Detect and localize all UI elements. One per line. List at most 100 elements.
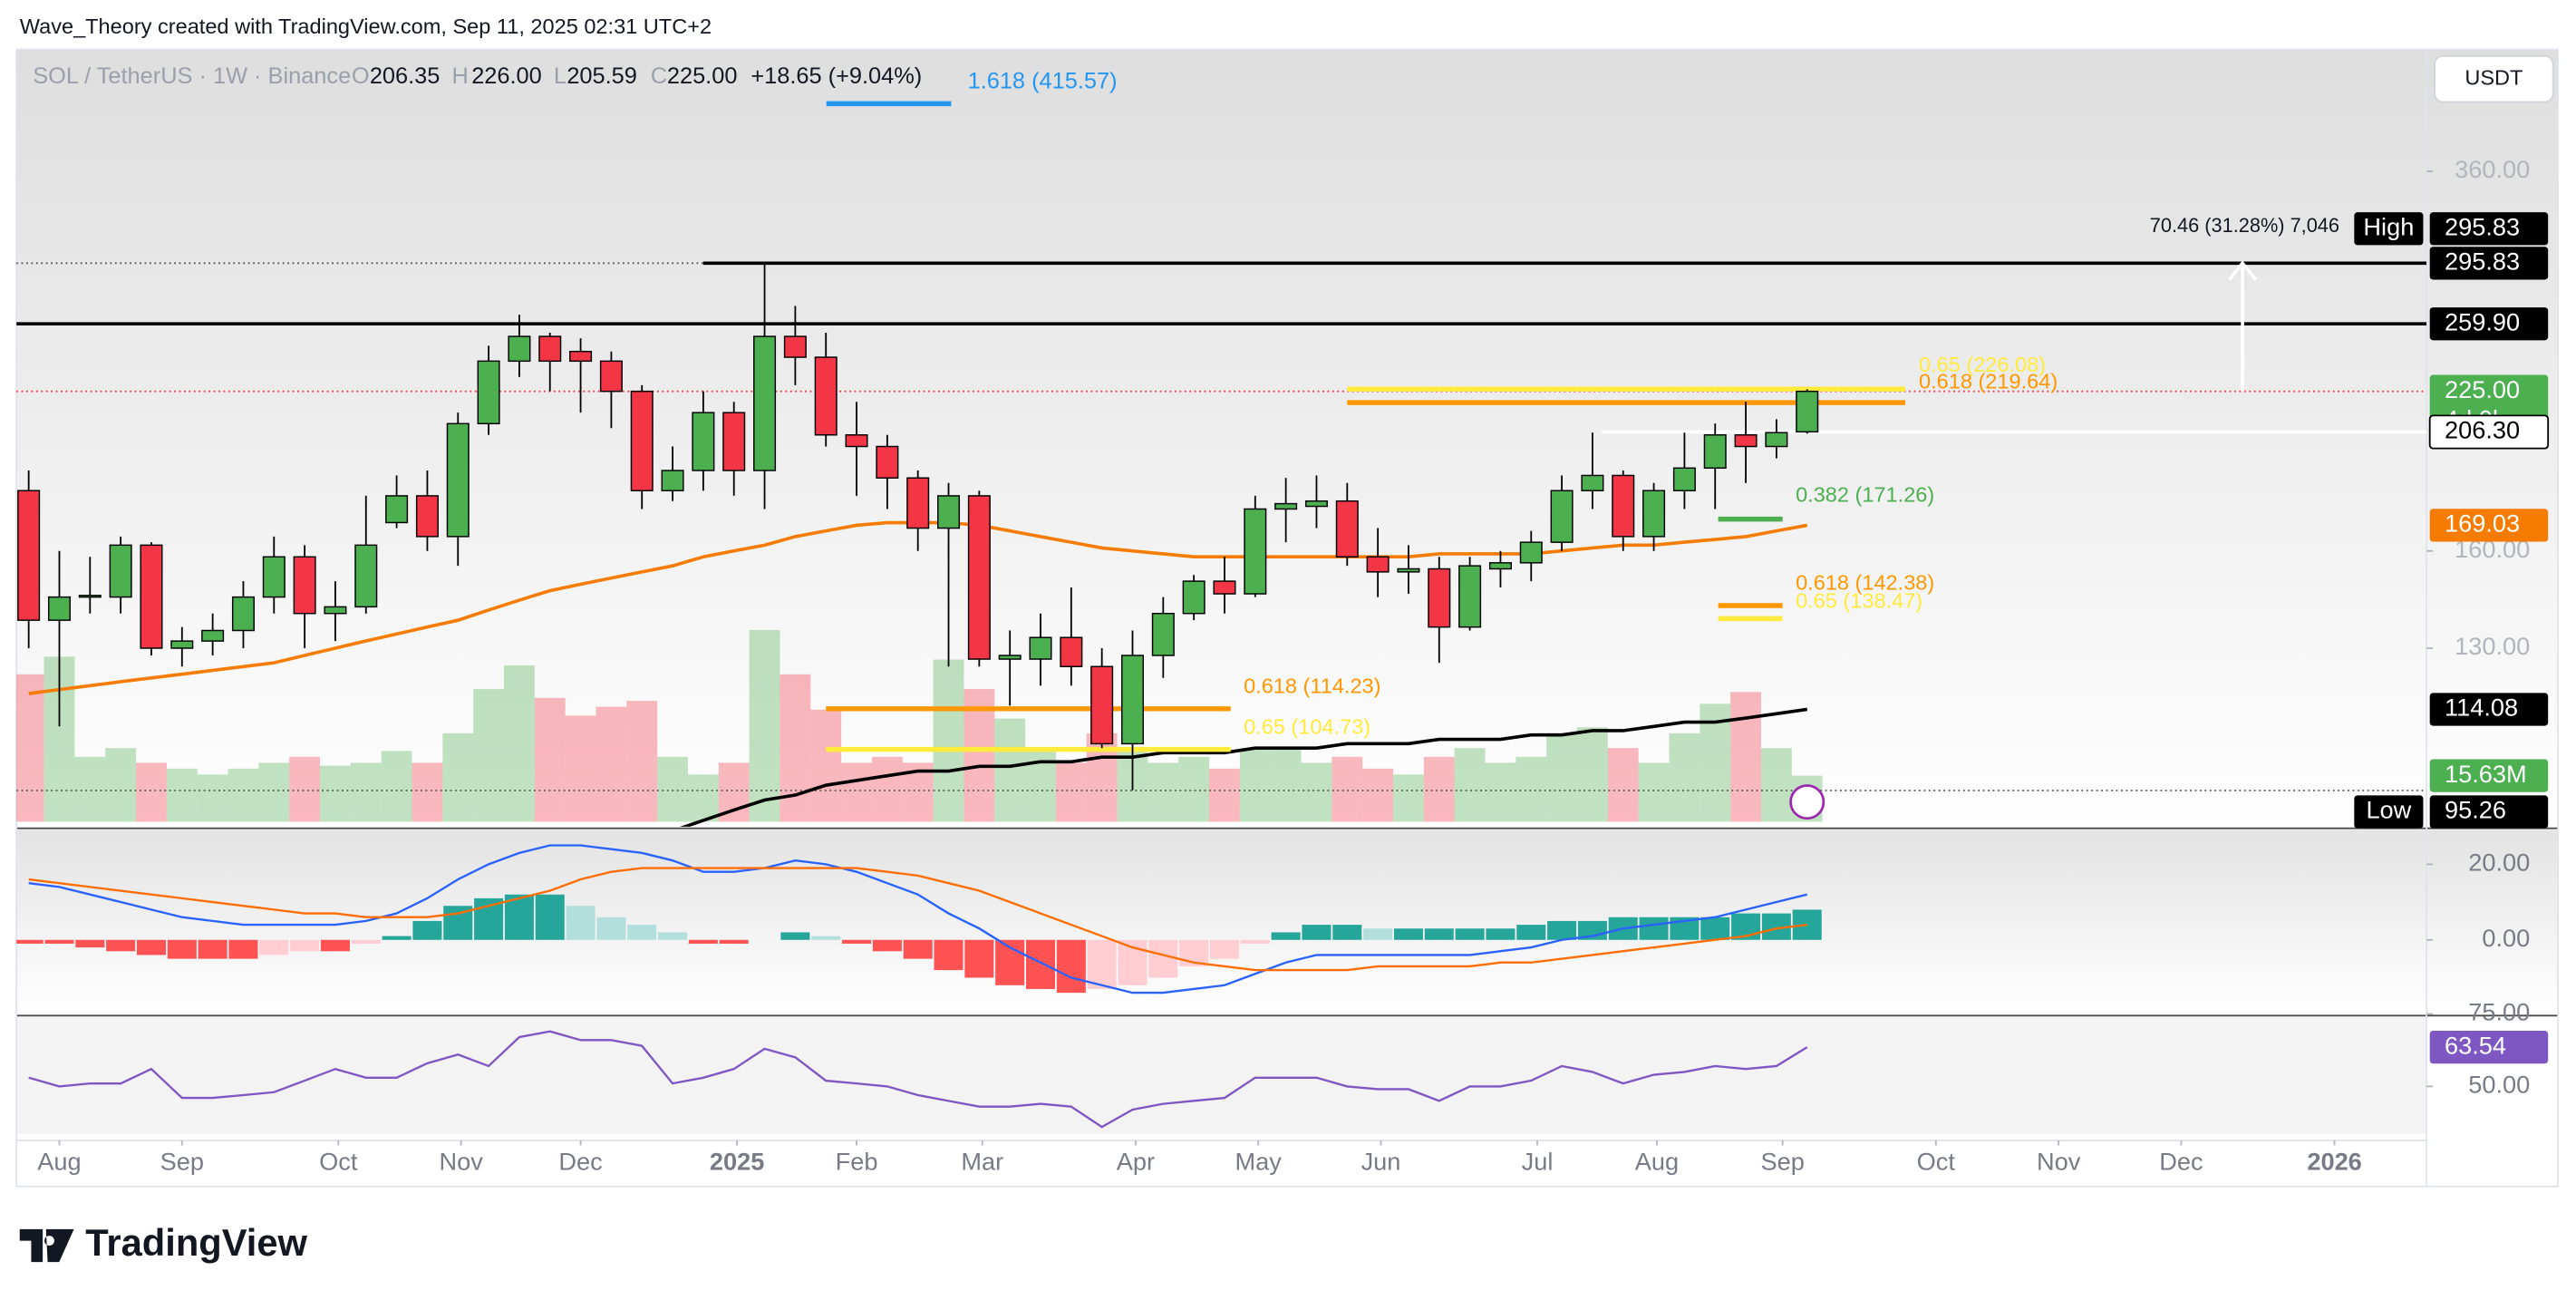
candle-body: [231, 596, 255, 632]
volume-bar: [994, 718, 1026, 822]
x-tick-label: Feb: [836, 1148, 878, 1176]
macd-histogram-bar: [627, 925, 657, 940]
price-label: 259.90: [2445, 307, 2520, 335]
volume-bar: [228, 768, 259, 822]
y-tick-label: 360.00: [2455, 155, 2530, 183]
fib-label: 0.618 (114.23): [1244, 674, 1380, 697]
candle-body: [845, 434, 868, 448]
macd-histogram-bar: [1025, 939, 1056, 989]
currency-button[interactable]: [2434, 54, 2554, 103]
candle-body: [354, 544, 378, 608]
macd-histogram-bar: [934, 939, 964, 971]
price-label-box: [2429, 307, 2549, 341]
candle-body: [1519, 541, 1543, 564]
alert-icon: [1789, 784, 1825, 820]
measure-label: 70.46 (31.28%) 7,046: [2150, 214, 2339, 237]
price-label-box: [2429, 795, 2549, 829]
candle-body: [17, 490, 41, 621]
volume-bar: [381, 751, 412, 822]
x-tick-label: 2026: [2307, 1148, 2361, 1176]
macd-plot: [16, 844, 1822, 994]
candle-body: [140, 544, 163, 649]
candle-body: [1734, 434, 1758, 448]
main-plot: 0.65 (226.08)0.618 (219.64) 0.382 (171.26…: [16, 260, 2427, 827]
macd-histogram-bar: [596, 917, 626, 940]
volume-bar: [412, 762, 443, 822]
macd-histogram-bar: [44, 939, 74, 944]
candle-body: [783, 335, 807, 358]
candle-body: [876, 445, 899, 479]
logo-icon: [19, 1228, 74, 1263]
volume-bar: [841, 762, 872, 822]
legend-open: 206.35: [370, 63, 441, 89]
volume-bar: [504, 665, 535, 822]
candle-body: [1581, 474, 1604, 491]
volume-bar: [1025, 748, 1056, 822]
fib-label: 0.65 (138.47): [1796, 588, 1922, 612]
volume-bar: [320, 765, 351, 822]
macd-histogram-bar: [1516, 925, 1546, 940]
candle-body: [1060, 636, 1083, 667]
macd-histogram-bar: [228, 939, 258, 959]
candle-body: [569, 350, 593, 363]
volume-bar: [1209, 768, 1240, 822]
macd-histogram-bar: [658, 932, 688, 940]
candle-body: [967, 495, 991, 660]
volume-bar: [289, 756, 321, 822]
macd-histogram-bar: [1056, 939, 1086, 994]
candle-body: [201, 629, 225, 642]
macd-histogram-bar: [964, 939, 994, 978]
volume-bar: [1301, 762, 1332, 822]
moving-average: [680, 707, 1808, 827]
price-tag: High: [2363, 212, 2414, 240]
currency[interactable]: USDT: [2465, 65, 2523, 89]
price-label-box: [2429, 509, 2549, 542]
volume-bar: [473, 689, 505, 822]
volume-bar: [1454, 748, 1486, 822]
macd-histogram-bar: [1393, 928, 1423, 940]
candle-body: [1366, 556, 1390, 573]
volume-bar: [197, 774, 228, 822]
price-label: 169.03: [2445, 509, 2520, 538]
x-tick-label: Jun: [1361, 1148, 1401, 1176]
macd-tick-label: 20.00: [2468, 849, 2530, 877]
legend-key: L: [554, 63, 567, 89]
volume-bar: [258, 762, 290, 822]
x-tick-label: Sep: [1760, 1148, 1804, 1176]
fib-label: 0.618 (142.38): [1796, 571, 1934, 595]
macd-histogram-bar: [688, 939, 718, 944]
candle-body: [47, 596, 71, 621]
rsi-label: 63.54: [2445, 1031, 2506, 1059]
macd-pane: [16, 829, 2559, 1014]
candle-body: [692, 412, 715, 471]
rsi-background: [16, 1017, 2427, 1134]
volume-bar: [136, 762, 167, 822]
macd-tick-label: 0.00: [2482, 924, 2530, 952]
candle-body: [1458, 565, 1482, 628]
candle-body: [1488, 562, 1512, 570]
x-tick-label: Nov: [2037, 1148, 2081, 1176]
macd-histogram-bar: [1087, 939, 1117, 989]
signal-line: [28, 867, 1807, 972]
macd-histogram-bar: [1486, 928, 1516, 940]
volume-bar: [1546, 732, 1578, 822]
macd-histogram-bar: [535, 894, 565, 940]
volume-bar: [1669, 732, 1700, 822]
candle-body: [1796, 390, 1819, 433]
candle-body: [814, 356, 838, 436]
candle-body: [1304, 500, 1328, 508]
brand: TradingView: [85, 1221, 307, 1264]
candle-body: [538, 335, 562, 363]
candle-body: [415, 495, 439, 538]
fib-label: 0.65 (104.73): [1244, 714, 1370, 738]
macd-histogram-bar: [1332, 925, 1362, 940]
price-label-box: [2429, 212, 2549, 246]
extension-label: 1.618 (415.57): [968, 68, 1118, 93]
price-tag-box: [2354, 795, 2424, 829]
x-tick-label: Aug: [1635, 1148, 1679, 1176]
candle-body: [1672, 467, 1696, 491]
price-label: 206.30: [2445, 416, 2520, 444]
volume-bar: [687, 774, 719, 822]
macd-histogram-bar: [719, 939, 749, 944]
